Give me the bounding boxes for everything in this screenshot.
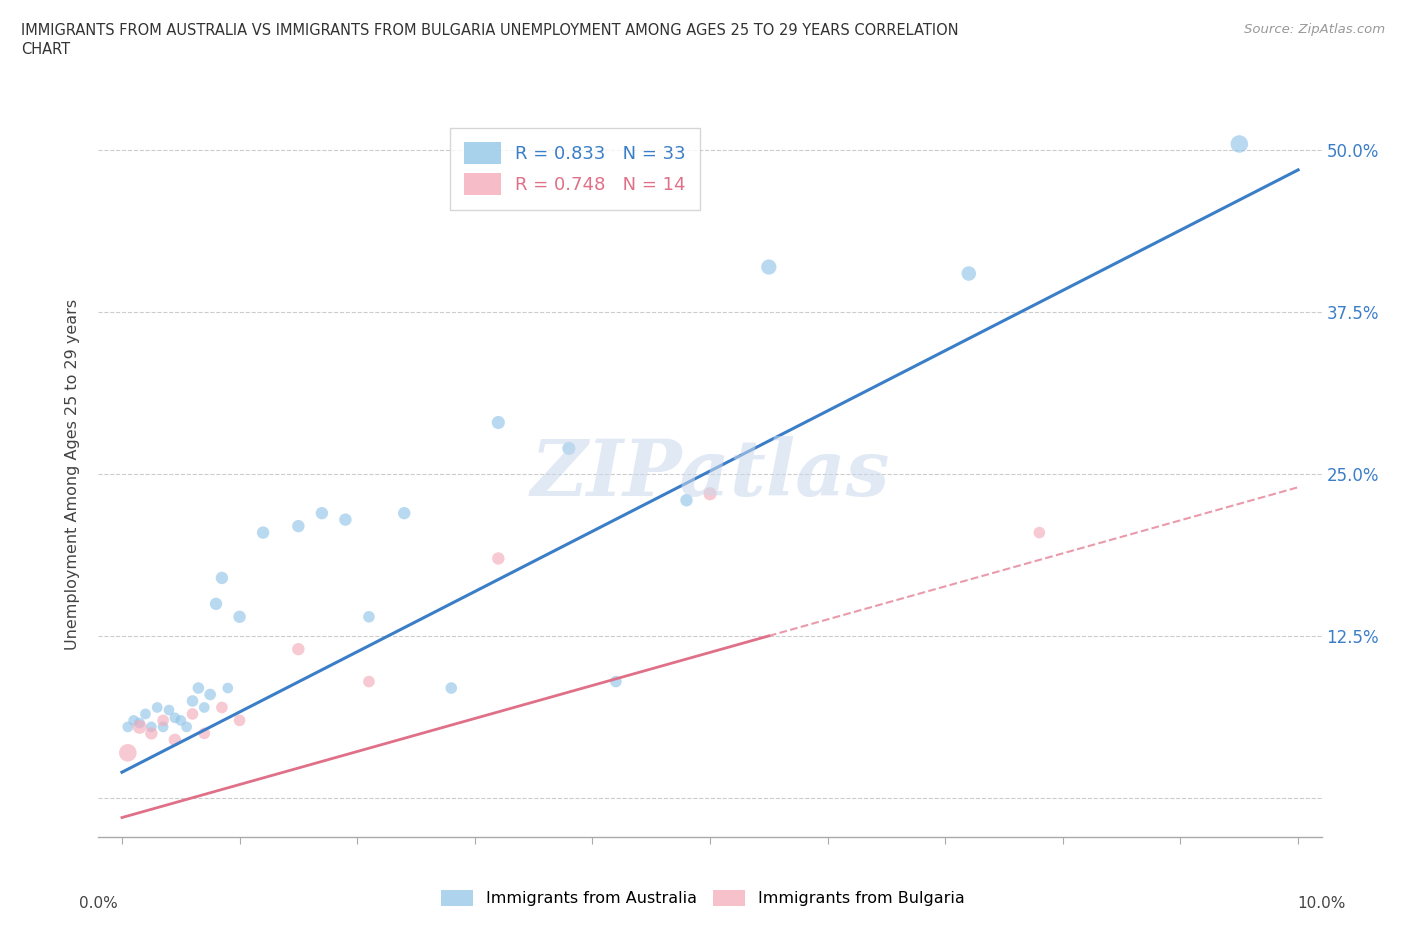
- Point: [394, 506, 416, 521]
- Point: [357, 674, 380, 689]
- Point: [193, 700, 215, 715]
- Legend: R = 0.833   N = 33, R = 0.748   N = 14: R = 0.833 N = 33, R = 0.748 N = 14: [450, 128, 700, 210]
- Point: [486, 415, 509, 430]
- Y-axis label: Unemployment Among Ages 25 to 29 years: Unemployment Among Ages 25 to 29 years: [65, 299, 80, 650]
- Point: [128, 715, 150, 730]
- Point: [758, 259, 780, 274]
- Point: [163, 711, 186, 725]
- Point: [217, 681, 239, 696]
- Point: [181, 707, 204, 722]
- Point: [675, 493, 697, 508]
- Point: [152, 713, 174, 728]
- Text: Source: ZipAtlas.com: Source: ZipAtlas.com: [1244, 23, 1385, 36]
- Point: [176, 720, 198, 735]
- Point: [122, 713, 145, 728]
- Point: [152, 720, 174, 735]
- Point: [205, 596, 228, 611]
- Text: 10.0%: 10.0%: [1298, 897, 1346, 911]
- Point: [311, 506, 333, 521]
- Point: [211, 570, 233, 585]
- Text: 0.0%: 0.0%: [79, 897, 118, 911]
- Point: [193, 726, 215, 741]
- Point: [228, 609, 250, 624]
- Point: [486, 551, 509, 566]
- Text: CHART: CHART: [21, 42, 70, 57]
- Point: [558, 441, 581, 456]
- Point: [605, 674, 627, 689]
- Point: [187, 681, 209, 696]
- Point: [211, 700, 233, 715]
- Point: [141, 726, 163, 741]
- Point: [287, 519, 309, 534]
- Point: [134, 707, 156, 722]
- Point: [228, 713, 250, 728]
- Point: [335, 512, 357, 527]
- Point: [163, 733, 186, 748]
- Point: [252, 525, 274, 540]
- Point: [1227, 137, 1250, 152]
- Point: [357, 609, 380, 624]
- Point: [117, 720, 139, 735]
- Text: IMMIGRANTS FROM AUSTRALIA VS IMMIGRANTS FROM BULGARIA UNEMPLOYMENT AMONG AGES 25: IMMIGRANTS FROM AUSTRALIA VS IMMIGRANTS …: [21, 23, 959, 38]
- Point: [170, 713, 193, 728]
- Point: [117, 745, 139, 760]
- Point: [141, 720, 163, 735]
- Point: [146, 700, 169, 715]
- Point: [699, 486, 721, 501]
- Point: [957, 266, 980, 281]
- Point: [440, 681, 463, 696]
- Point: [198, 687, 221, 702]
- Point: [157, 703, 180, 718]
- Point: [181, 694, 204, 709]
- Point: [287, 642, 309, 657]
- Legend: Immigrants from Australia, Immigrants from Bulgaria: Immigrants from Australia, Immigrants fr…: [434, 884, 972, 912]
- Point: [128, 720, 150, 735]
- Point: [1028, 525, 1050, 540]
- Text: ZIPatlas: ZIPatlas: [530, 436, 890, 512]
